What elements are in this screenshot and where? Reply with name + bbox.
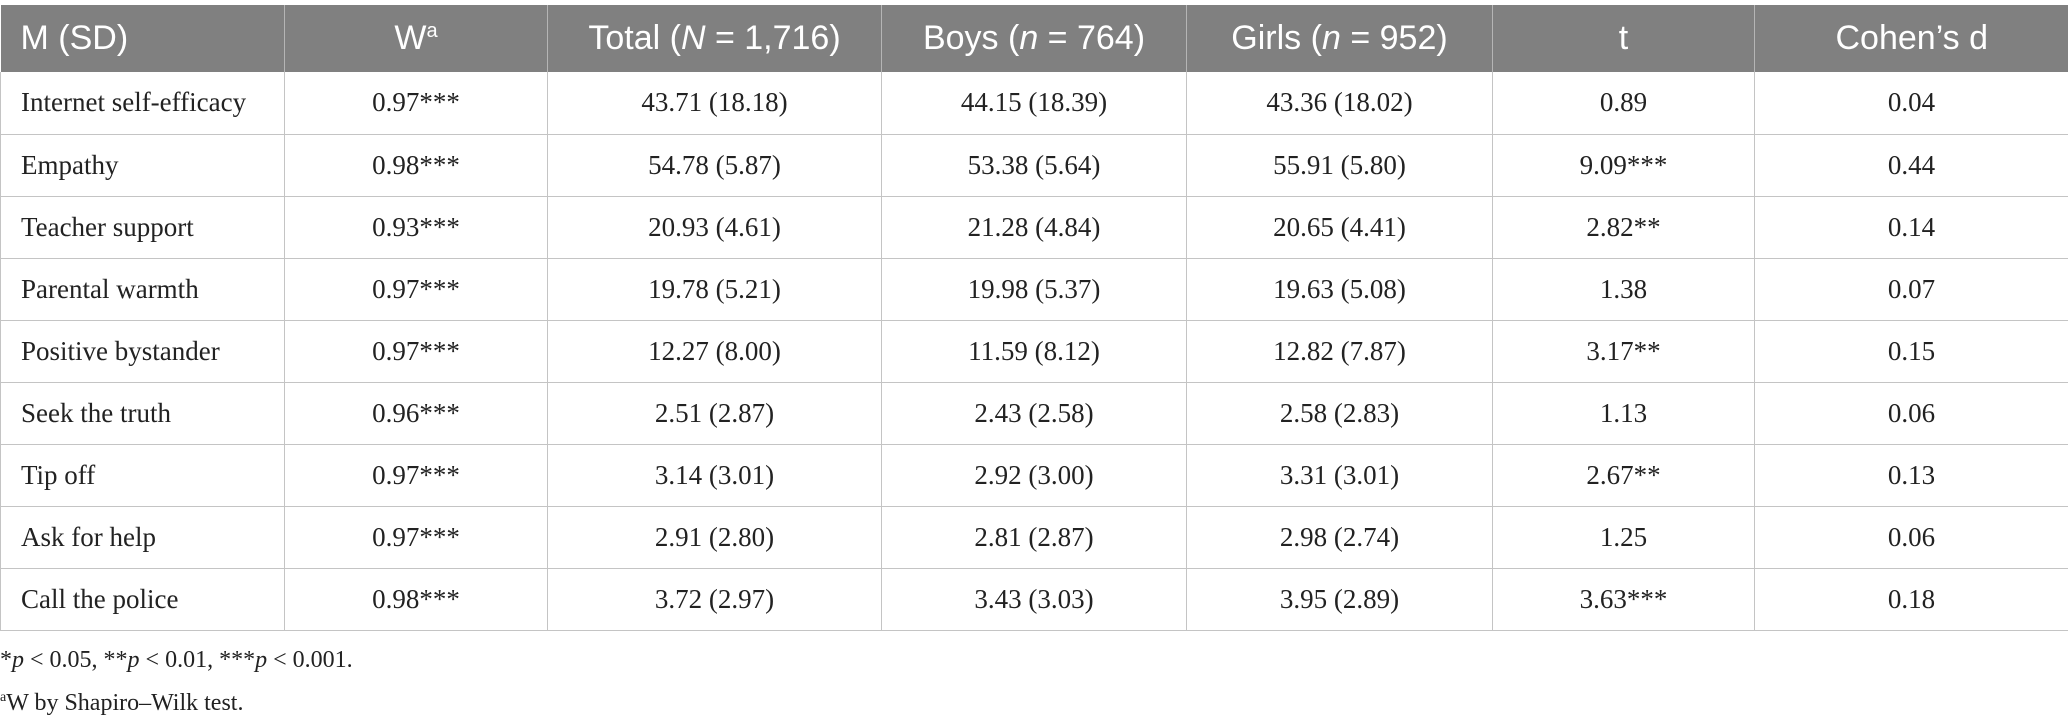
cell-cohens-d: 0.15: [1755, 320, 2068, 382]
cell-w: 0.98***: [285, 568, 548, 630]
row-label: Ask for help: [1, 506, 285, 568]
header-cohens-d: Cohen’s d: [1755, 5, 2068, 72]
table-body: Internet self-efficacy 0.97*** 43.71 (18…: [1, 72, 2068, 630]
header-w-superscript: a: [426, 20, 437, 42]
cell-t: 1.25: [1493, 506, 1755, 568]
cell-w: 0.97***: [285, 258, 548, 320]
cell-boys: 2.81 (2.87): [882, 506, 1187, 568]
cell-w: 0.93***: [285, 196, 548, 258]
table-row: Internet self-efficacy 0.97*** 43.71 (18…: [1, 72, 2068, 134]
cell-t: 2.67**: [1493, 444, 1755, 506]
cell-girls: 20.65 (4.41): [1187, 196, 1493, 258]
cell-girls: 3.95 (2.89): [1187, 568, 1493, 630]
cell-cohens-d: 0.13: [1755, 444, 2068, 506]
cell-boys: 21.28 (4.84): [882, 196, 1187, 258]
cell-girls: 12.82 (7.87): [1187, 320, 1493, 382]
row-label: Positive bystander: [1, 320, 285, 382]
cell-w: 0.97***: [285, 72, 548, 134]
shapiro-wilk-footnote: aW by Shapiro–Wilk test.: [0, 679, 353, 722]
cell-girls: 2.58 (2.83): [1187, 382, 1493, 444]
cell-total: 43.71 (18.18): [548, 72, 882, 134]
row-label: Tip off: [1, 444, 285, 506]
row-label: Empathy: [1, 134, 285, 196]
cell-girls: 2.98 (2.74): [1187, 506, 1493, 568]
cell-t: 9.09***: [1493, 134, 1755, 196]
cell-boys: 2.92 (3.00): [882, 444, 1187, 506]
cell-w: 0.97***: [285, 320, 548, 382]
cell-boys: 44.15 (18.39): [882, 72, 1187, 134]
table-row: Positive bystander 0.97*** 12.27 (8.00) …: [1, 320, 2068, 382]
header-t: t: [1493, 5, 1755, 72]
table-row: Parental warmth 0.97*** 19.78 (5.21) 19.…: [1, 258, 2068, 320]
table-row: Call the police 0.98*** 3.72 (2.97) 3.43…: [1, 568, 2068, 630]
cell-total: 54.78 (5.87): [548, 134, 882, 196]
cell-girls: 3.31 (3.01): [1187, 444, 1493, 506]
cell-total: 3.72 (2.97): [548, 568, 882, 630]
cell-cohens-d: 0.04: [1755, 72, 2068, 134]
significance-footnote: *p < 0.05, **p < 0.01, ***p < 0.001.: [0, 642, 353, 679]
cell-girls: 19.63 (5.08): [1187, 258, 1493, 320]
header-boys: Boys (n = 764): [882, 5, 1187, 72]
cell-cohens-d: 0.18: [1755, 568, 2068, 630]
cell-t: 1.13: [1493, 382, 1755, 444]
cell-total: 3.14 (3.01): [548, 444, 882, 506]
table-row: Ask for help 0.97*** 2.91 (2.80) 2.81 (2…: [1, 506, 2068, 568]
cell-boys: 11.59 (8.12): [882, 320, 1187, 382]
cell-t: 2.82**: [1493, 196, 1755, 258]
header-w: Wa: [285, 5, 548, 72]
cell-total: 19.78 (5.21): [548, 258, 882, 320]
descriptive-statistics-table: M (SD) Wa Total (N = 1,716) Boys (n = 76…: [0, 5, 2068, 631]
cell-total: 20.93 (4.61): [548, 196, 882, 258]
cell-w: 0.98***: [285, 134, 548, 196]
header-measure: M (SD): [1, 5, 285, 72]
cell-t: 0.89: [1493, 72, 1755, 134]
cell-w: 0.97***: [285, 506, 548, 568]
cell-boys: 19.98 (5.37): [882, 258, 1187, 320]
cell-cohens-d: 0.07: [1755, 258, 2068, 320]
cell-t: 1.38: [1493, 258, 1755, 320]
row-label: Internet self-efficacy: [1, 72, 285, 134]
row-label: Parental warmth: [1, 258, 285, 320]
cell-cohens-d: 0.14: [1755, 196, 2068, 258]
row-label: Seek the truth: [1, 382, 285, 444]
cell-cohens-d: 0.06: [1755, 382, 2068, 444]
cell-total: 12.27 (8.00): [548, 320, 882, 382]
cell-t: 3.63***: [1493, 568, 1755, 630]
table-footnotes: *p < 0.05, **p < 0.01, ***p < 0.001. aW …: [0, 642, 353, 722]
cell-total: 2.51 (2.87): [548, 382, 882, 444]
table-row: Seek the truth 0.96*** 2.51 (2.87) 2.43 …: [1, 382, 2068, 444]
cell-boys: 2.43 (2.58): [882, 382, 1187, 444]
cell-w: 0.97***: [285, 444, 548, 506]
cell-boys: 3.43 (3.03): [882, 568, 1187, 630]
cell-boys: 53.38 (5.64): [882, 134, 1187, 196]
cell-cohens-d: 0.06: [1755, 506, 2068, 568]
cell-w: 0.96***: [285, 382, 548, 444]
row-label: Teacher support: [1, 196, 285, 258]
row-label: Call the police: [1, 568, 285, 630]
table-row: Tip off 0.97*** 3.14 (3.01) 2.92 (3.00) …: [1, 444, 2068, 506]
table-row: Empathy 0.98*** 54.78 (5.87) 53.38 (5.64…: [1, 134, 2068, 196]
cell-girls: 43.36 (18.02): [1187, 72, 1493, 134]
cell-t: 3.17**: [1493, 320, 1755, 382]
descriptive-statistics-table-wrapper: M (SD) Wa Total (N = 1,716) Boys (n = 76…: [0, 5, 2068, 631]
table-header: M (SD) Wa Total (N = 1,716) Boys (n = 76…: [1, 5, 2068, 72]
header-total: Total (N = 1,716): [548, 5, 882, 72]
table-row: Teacher support 0.93*** 20.93 (4.61) 21.…: [1, 196, 2068, 258]
cell-total: 2.91 (2.80): [548, 506, 882, 568]
header-row: M (SD) Wa Total (N = 1,716) Boys (n = 76…: [1, 5, 2068, 72]
cell-cohens-d: 0.44: [1755, 134, 2068, 196]
cell-girls: 55.91 (5.80): [1187, 134, 1493, 196]
header-girls: Girls (n = 952): [1187, 5, 1493, 72]
